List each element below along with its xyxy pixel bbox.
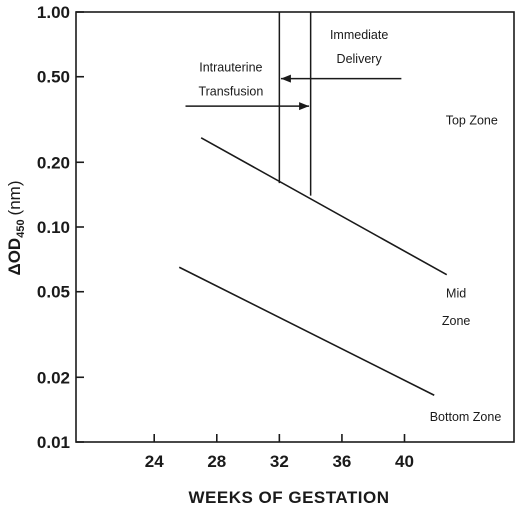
y-tick-label: 0.10 bbox=[37, 218, 70, 237]
y-tick-label: 0.20 bbox=[37, 153, 70, 172]
plot-frame bbox=[75, 11, 515, 443]
series-lines bbox=[178, 137, 448, 396]
annotations: Immediate Delivery Intrauterine Transfusion… bbox=[198, 28, 501, 424]
y-tick-label: 1.00 bbox=[37, 3, 70, 22]
y-tick-label: 0.02 bbox=[37, 368, 70, 387]
x-tick-label: 40 bbox=[395, 452, 414, 471]
x-tick-label: 36 bbox=[332, 452, 351, 471]
annotation-text: Delivery bbox=[337, 52, 383, 66]
x-tick-label: 28 bbox=[207, 452, 226, 471]
y-tick-label: 0.01 bbox=[37, 433, 70, 452]
y-axis: 1.00 0.50 0.20 0.10 0.05 0.02 0.01 bbox=[37, 3, 84, 452]
series-line bbox=[200, 137, 448, 276]
arrows bbox=[185, 74, 402, 111]
x-tick-label: 24 bbox=[145, 452, 164, 471]
x-axis-label: WEEKS OF GESTATION bbox=[188, 488, 389, 507]
y-tick-label: 0.50 bbox=[37, 68, 70, 87]
y-axis-label-main: ΔOD bbox=[5, 238, 24, 276]
y-axis-label-sub: 450 bbox=[15, 219, 27, 237]
x-tick-label: 32 bbox=[270, 452, 289, 471]
x-axis: 24 28 32 36 40 bbox=[145, 434, 414, 471]
series-line bbox=[178, 266, 435, 396]
annotation-text: Immediate bbox=[330, 28, 388, 42]
annotation-text: Intrauterine bbox=[199, 60, 262, 74]
annotation-text: Top Zone bbox=[446, 113, 498, 127]
annotation-text: Mid bbox=[446, 286, 466, 300]
arrow-head bbox=[299, 102, 310, 111]
arrow-head bbox=[280, 74, 291, 83]
y-axis-label: ΔOD450 (nm) bbox=[5, 180, 27, 275]
annotation-text: Zone bbox=[442, 314, 471, 328]
y-axis-label-unit: (nm) bbox=[5, 180, 24, 215]
y-tick-label: 0.05 bbox=[37, 283, 70, 302]
annotation-text: Transfusion bbox=[198, 84, 263, 98]
annotation-text: Bottom Zone bbox=[430, 410, 502, 424]
vertical-markers bbox=[278, 12, 312, 196]
